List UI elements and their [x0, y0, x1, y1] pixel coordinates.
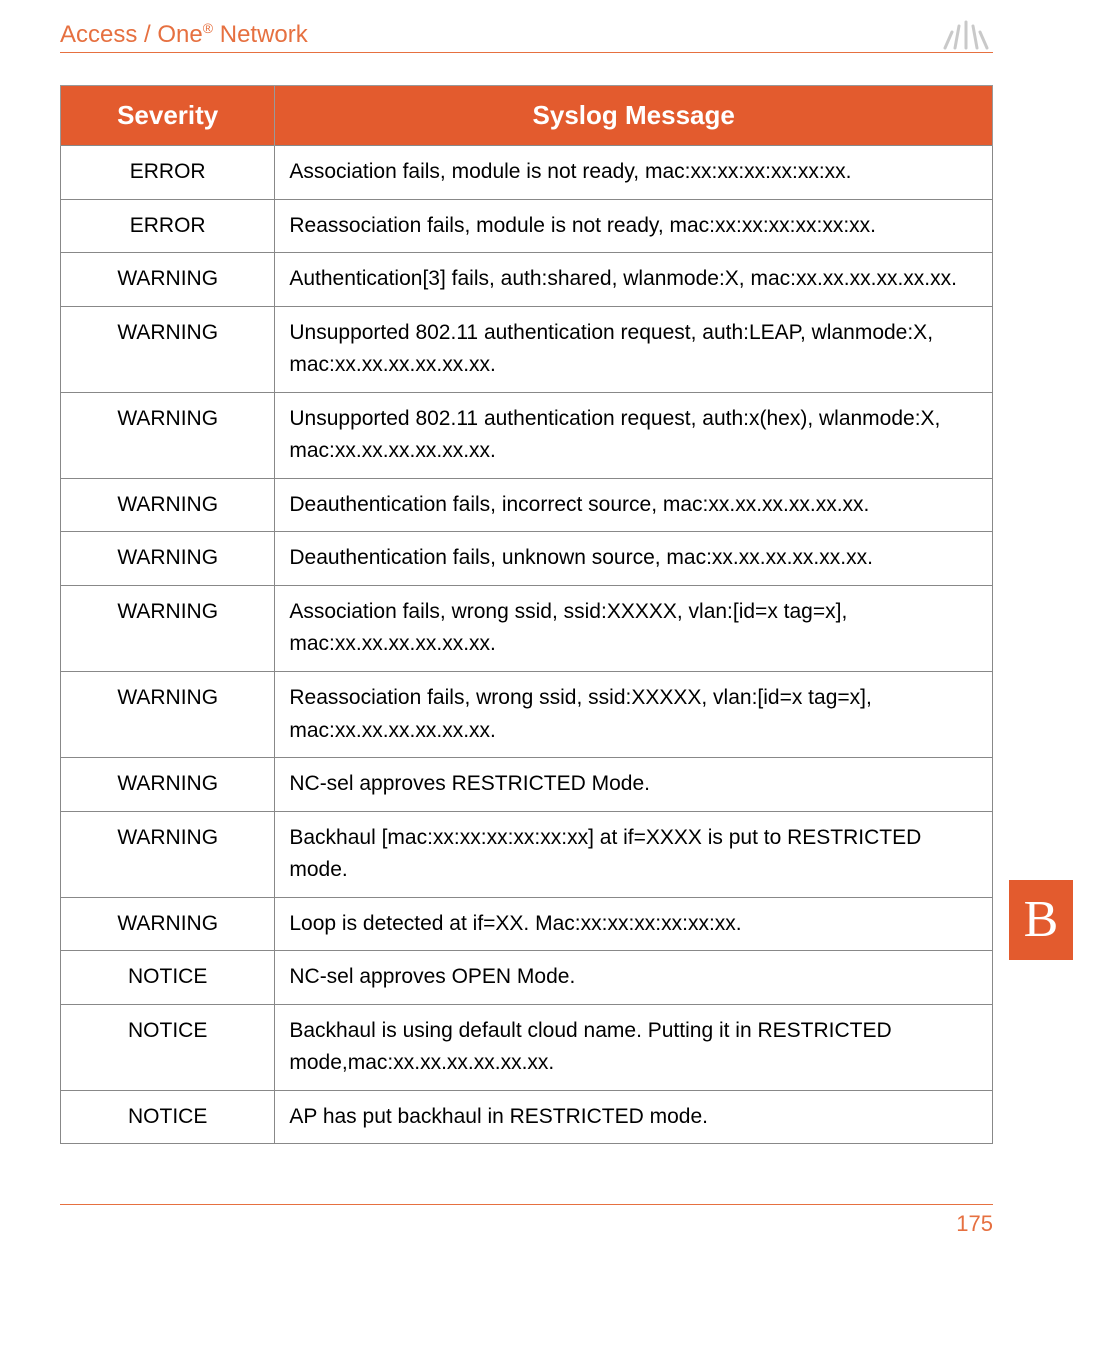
table-row: WARNINGAssociation fails, wrong ssid, ss… — [61, 585, 993, 671]
table-row: WARNINGReassociation fails, wrong ssid, … — [61, 672, 993, 758]
cell-severity: WARNING — [61, 811, 275, 897]
cell-message: Deauthentication fails, unknown source, … — [275, 532, 993, 586]
cell-severity: WARNING — [61, 478, 275, 532]
product-prefix: Access / One — [60, 21, 203, 48]
cell-severity: WARNING — [61, 672, 275, 758]
table-row: WARNINGLoop is detected at if=XX. Mac:xx… — [61, 897, 993, 951]
cell-severity: WARNING — [61, 253, 275, 307]
cell-message: NC-sel approves OPEN Mode. — [275, 951, 993, 1005]
table-row: WARNINGDeauthentication fails, unknown s… — [61, 532, 993, 586]
cell-severity: ERROR — [61, 146, 275, 200]
table-row: WARNINGNC-sel approves RESTRICTED Mode. — [61, 758, 993, 812]
cell-message: Unsupported 802.11 authentication reques… — [275, 306, 993, 392]
cell-message: Association fails, module is not ready, … — [275, 146, 993, 200]
table-row: WARNINGUnsupported 802.11 authentication… — [61, 392, 993, 478]
table-row: ERRORReassociation fails, module is not … — [61, 199, 993, 253]
cell-message: Unsupported 802.11 authentication reques… — [275, 392, 993, 478]
appendix-tab: B — [1009, 880, 1073, 960]
cell-severity: WARNING — [61, 758, 275, 812]
cell-message: Association fails, wrong ssid, ssid:XXXX… — [275, 585, 993, 671]
table-row: ERRORAssociation fails, module is not re… — [61, 146, 993, 200]
cell-message: Authentication[3] fails, auth:shared, wl… — [275, 253, 993, 307]
product-registered-mark: ® — [203, 20, 213, 36]
table-header-row: Severity Syslog Message — [61, 86, 993, 146]
cell-message: NC-sel approves RESTRICTED Mode. — [275, 758, 993, 812]
col-header-message: Syslog Message — [275, 86, 993, 146]
table-row: WARNINGDeauthentication fails, incorrect… — [61, 478, 993, 532]
cell-message: Backhaul [mac:xx:xx:xx:xx:xx:xx] at if=X… — [275, 811, 993, 897]
cell-severity: NOTICE — [61, 951, 275, 1005]
table-row: WARNINGUnsupported 802.11 authentication… — [61, 306, 993, 392]
wifi-logo-icon — [939, 20, 993, 50]
cell-severity: ERROR — [61, 199, 275, 253]
cell-severity: WARNING — [61, 897, 275, 951]
cell-message: Loop is detected at if=XX. Mac:xx:xx:xx:… — [275, 897, 993, 951]
col-header-severity: Severity — [61, 86, 275, 146]
cell-severity: WARNING — [61, 306, 275, 392]
table-row: WARNINGBackhaul [mac:xx:xx:xx:xx:xx:xx] … — [61, 811, 993, 897]
cell-message: Deauthentication fails, incorrect source… — [275, 478, 993, 532]
cell-message: AP has put backhaul in RESTRICTED mode. — [275, 1090, 993, 1144]
product-title: Access / One® Network — [60, 20, 308, 49]
cell-severity: WARNING — [61, 392, 275, 478]
page-footer: 175 — [60, 1204, 993, 1237]
table-row: NOTICEBackhaul is using default cloud na… — [61, 1004, 993, 1090]
cell-message: Backhaul is using default cloud name. Pu… — [275, 1004, 993, 1090]
cell-severity: NOTICE — [61, 1090, 275, 1144]
cell-message: Reassociation fails, module is not ready… — [275, 199, 993, 253]
table-row: WARNINGAuthentication[3] fails, auth:sha… — [61, 253, 993, 307]
page-header: Access / One® Network — [60, 20, 993, 53]
page-number: 175 — [956, 1211, 993, 1236]
product-suffix: Network — [213, 21, 308, 48]
cell-severity: WARNING — [61, 532, 275, 586]
syslog-table: Severity Syslog Message ERRORAssociation… — [60, 85, 993, 1144]
table-row: NOTICENC-sel approves OPEN Mode. — [61, 951, 993, 1005]
table-row: NOTICEAP has put backhaul in RESTRICTED … — [61, 1090, 993, 1144]
cell-message: Reassociation fails, wrong ssid, ssid:XX… — [275, 672, 993, 758]
cell-severity: WARNING — [61, 585, 275, 671]
cell-severity: NOTICE — [61, 1004, 275, 1090]
